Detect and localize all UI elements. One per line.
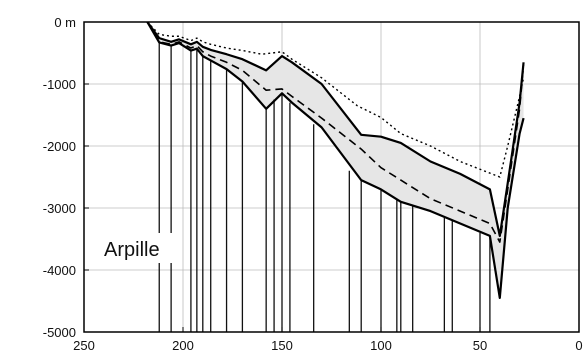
annotation-label: Arpille bbox=[104, 239, 160, 261]
x-tick-label: 0 bbox=[575, 338, 582, 353]
grid bbox=[84, 22, 579, 332]
y-tick-label: -5000 bbox=[43, 325, 76, 340]
series-line-dotted-0 bbox=[146, 21, 525, 178]
y-tick-label: -1000 bbox=[43, 77, 76, 92]
series-line-solid-1 bbox=[146, 21, 525, 237]
series-line-dashed-2 bbox=[146, 21, 525, 243]
series-line-solid-3 bbox=[146, 21, 525, 299]
y-tick-label: 0 m bbox=[54, 15, 76, 30]
x-tick-label: 200 bbox=[172, 338, 194, 353]
annotation-backdrop bbox=[100, 233, 174, 263]
y-tick-label: -3000 bbox=[43, 201, 76, 216]
y-tick-label: -4000 bbox=[43, 263, 76, 278]
x-axis: 250 200 150 100 50 0 bbox=[73, 327, 583, 353]
x-tick-label: 50 bbox=[473, 338, 487, 353]
x-tick-label: 150 bbox=[271, 338, 293, 353]
series-lines bbox=[146, 21, 525, 299]
x-tick-label: 100 bbox=[370, 338, 392, 353]
y-axis: 0 m -1000 -2000 -3000 -4000 -5000 bbox=[43, 15, 89, 340]
y-tick-label: -2000 bbox=[43, 139, 76, 154]
wells bbox=[158, 42, 491, 332]
plot-frame bbox=[83, 21, 580, 333]
x-tick-label: 250 bbox=[73, 338, 95, 353]
uncertainty-band bbox=[147, 22, 524, 298]
